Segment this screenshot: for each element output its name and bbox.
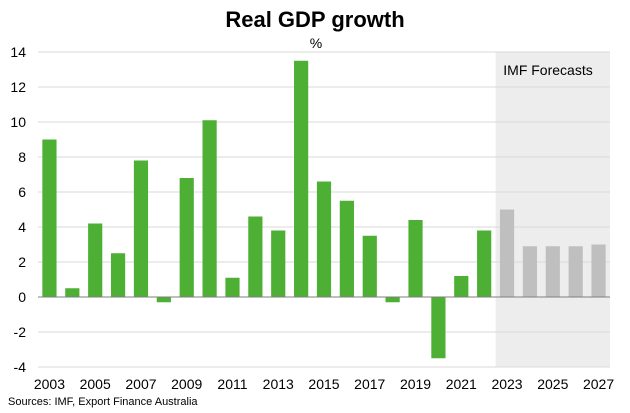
x-tick-label: 2007 — [125, 376, 156, 392]
y-tick-label: 4 — [18, 219, 26, 235]
x-tick-label: 2003 — [34, 376, 65, 392]
bar-2015 — [316, 181, 332, 297]
bar-series — [42, 60, 606, 359]
bar-2021 — [454, 276, 469, 297]
source-note: Sources: IMF, Export Finance Australia — [8, 396, 198, 408]
y-tick-label: 2 — [18, 254, 26, 270]
bar-2023 — [499, 209, 515, 297]
bar-2012 — [248, 216, 263, 297]
y-tick-label: -4 — [14, 359, 27, 375]
bar-2006 — [110, 253, 126, 297]
bar-2014 — [294, 60, 309, 297]
x-tick-label: 2017 — [354, 376, 385, 392]
bar-2003 — [42, 139, 57, 297]
bar-2022 — [477, 230, 492, 297]
bar-2025 — [545, 246, 560, 297]
y-tick-label: 0 — [18, 289, 26, 305]
bar-2018 — [385, 297, 400, 303]
bar-2013 — [271, 230, 286, 297]
bar-2007 — [133, 160, 149, 297]
y-unit-label: % — [310, 35, 322, 51]
y-tick-label: 8 — [18, 149, 26, 165]
bar-2010 — [202, 120, 217, 297]
x-tick-label: 2009 — [171, 376, 202, 392]
forecast-shading — [495, 52, 610, 367]
y-tick-label: 10 — [10, 114, 26, 130]
x-tick-label: 2019 — [400, 376, 431, 392]
y-tick-label: 12 — [10, 79, 26, 95]
x-tick-label: 2027 — [583, 376, 614, 392]
x-tick-label: 2015 — [308, 376, 339, 392]
x-tick-label: 2023 — [491, 376, 522, 392]
x-tick-label: 2011 — [217, 376, 247, 392]
y-tick-label: -2 — [14, 324, 27, 340]
y-axis-ticks: -4 -2 0 2 4 6 8 10 12 14 — [10, 44, 26, 375]
bar-2020 — [431, 297, 446, 359]
bar-2026 — [568, 246, 583, 297]
bar-2004 — [65, 288, 80, 297]
y-tick-label: 6 — [18, 184, 26, 200]
x-tick-label: 2021 — [446, 376, 477, 392]
bar-2011 — [225, 277, 240, 297]
bar-2009 — [179, 178, 194, 297]
x-axis-ticks: 2003 2005 2007 2009 2011 2013 2015 2017 2019 2021… — [34, 376, 614, 392]
bar-2019 — [408, 220, 423, 297]
bar-2005 — [88, 223, 103, 297]
bar-2016 — [339, 200, 354, 297]
x-tick-label: 2013 — [263, 376, 294, 392]
x-tick-label: 2025 — [537, 376, 568, 392]
x-tick-label: 2005 — [80, 376, 111, 392]
forecast-label: IMF Forecasts — [503, 62, 592, 78]
chart-title: Real GDP growth — [225, 7, 404, 32]
bar-2008 — [156, 297, 171, 303]
bar-2024 — [522, 246, 538, 297]
y-tick-label: 14 — [10, 44, 26, 60]
bar-2027 — [591, 244, 606, 297]
bar-2017 — [362, 235, 377, 297]
